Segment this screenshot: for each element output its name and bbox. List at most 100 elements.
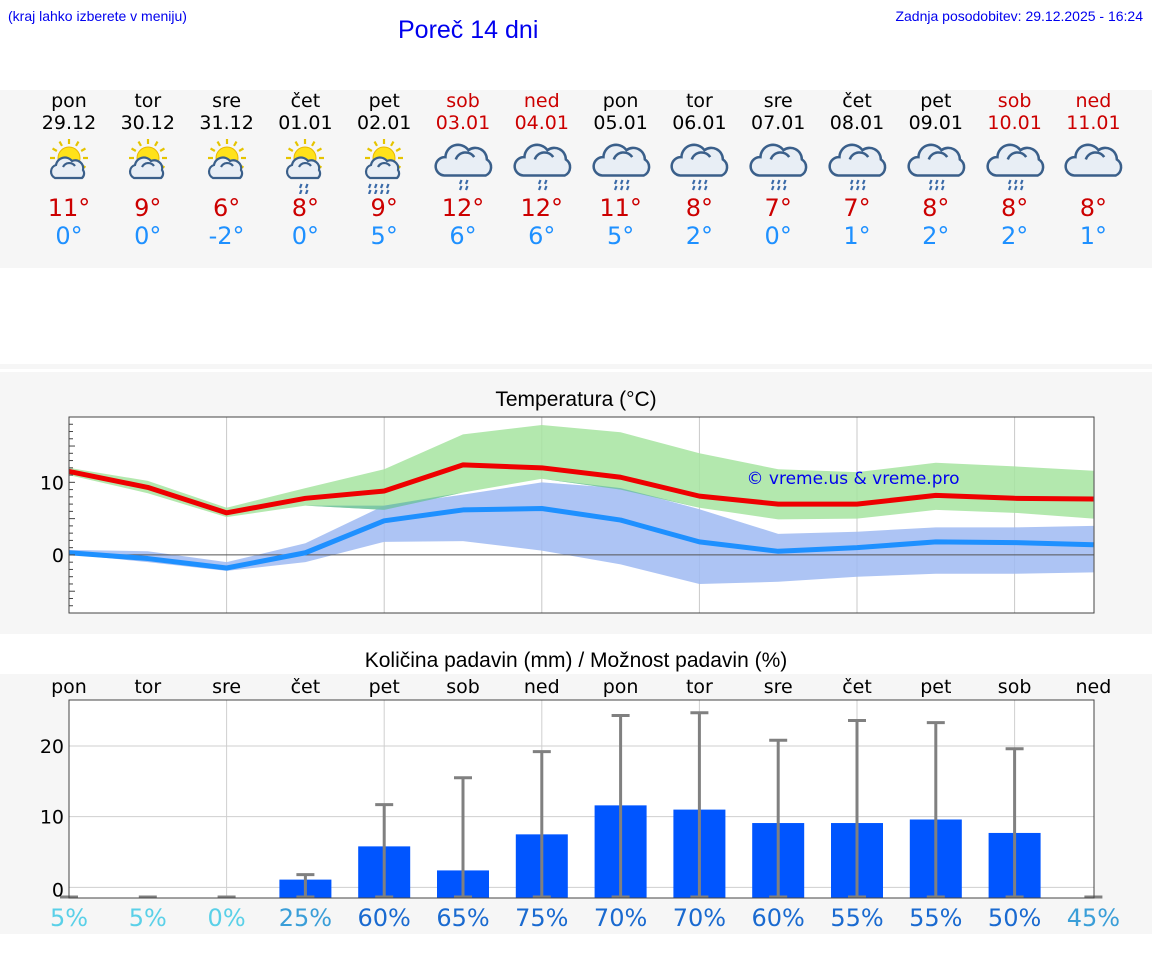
temp-max: 7° — [843, 194, 871, 222]
precip-probability: 70% — [594, 904, 647, 932]
cloud-rain-icon — [828, 143, 887, 191]
precip-error-bar — [454, 776, 472, 899]
day-column: sre 07.01 7° 0° — [738, 90, 818, 250]
day-column: čet 08.01 7° 1° — [817, 90, 897, 250]
temp-max: 8° — [922, 194, 950, 222]
temperature-chart-title: Temperatura (°C) — [495, 388, 657, 411]
temp-max: 8° — [1079, 194, 1108, 222]
precip-error-bar — [769, 738, 788, 899]
day-name: ned — [1075, 90, 1112, 112]
temp-min: 0° — [764, 222, 792, 250]
precip-probability: 5% — [129, 904, 167, 932]
day-name: sob — [997, 90, 1032, 112]
cloud-icon — [1064, 143, 1123, 177]
day-date: 07.01 — [750, 112, 806, 134]
day-name: pon — [602, 90, 639, 112]
x-category-label: sre — [764, 676, 793, 698]
y-tick-label: 0 — [52, 545, 64, 567]
cloud-light-rain-icon — [513, 143, 572, 191]
cloud-rain-icon — [670, 143, 729, 191]
sun-cloud-icon — [207, 139, 246, 180]
precip-error-bar — [532, 750, 551, 899]
x-category-label: ned — [524, 676, 560, 698]
temp-max: 6° — [212, 194, 241, 222]
day-date: 05.01 — [593, 112, 648, 134]
x-category-label: pet — [920, 676, 951, 698]
day-date: 29.12 — [41, 112, 97, 134]
day-date: 08.01 — [829, 112, 885, 134]
precip-probability: 60% — [752, 904, 805, 932]
page-title: Poreč 14 dni — [398, 16, 539, 44]
temp-max: 8° — [1000, 194, 1029, 222]
cloud-light-rain-icon — [434, 143, 493, 191]
temp-max: 9° — [134, 194, 162, 222]
x-category-label: sob — [998, 676, 1032, 698]
temperature-chart: 0 10 © vreme.us & vreme.pro — [40, 416, 1095, 614]
temp-max: 11° — [47, 194, 91, 222]
sun-cloud-icon — [49, 139, 88, 180]
day-column: sre 31.12 6° -2° — [187, 90, 267, 250]
day-date: 10.01 — [987, 112, 1042, 134]
menu-hint[interactable]: (kraj lahko izberete v meniju) — [8, 8, 187, 24]
day-date: 02.01 — [356, 112, 412, 134]
y-tick-label: 0 — [52, 879, 64, 901]
day-column: sob 03.01 12° 6° — [423, 90, 503, 250]
x-category-label: pon — [51, 676, 87, 698]
temp-min: 5° — [370, 222, 398, 250]
temperature-panel: Temperatura (°C) 0 10 © vreme.us & vreme.p… — [0, 372, 1152, 634]
day-date: 04.01 — [514, 112, 569, 134]
day-date: 11.01 — [1066, 112, 1121, 134]
watermark: © vreme.us & vreme.pro — [746, 469, 959, 489]
temp-max: 7° — [764, 194, 792, 222]
precipitation-panel: Količina padavin (mm) / Možnost padavin … — [0, 642, 1152, 934]
precip-probability: 45% — [1067, 904, 1120, 932]
x-category-label: sre — [212, 676, 241, 698]
temp-min: 6° — [449, 222, 477, 250]
precip-probability: 70% — [673, 904, 726, 932]
x-category-label: tor — [134, 676, 161, 698]
day-column: tor 30.12 9° 0° — [108, 90, 188, 250]
temp-max: 12° — [441, 194, 485, 222]
precip-error-bar — [848, 719, 866, 899]
day-name: pon — [51, 90, 87, 112]
day-date: 09.01 — [908, 112, 963, 134]
temp-max: 8° — [685, 194, 714, 222]
cloud-rain-icon — [749, 143, 808, 191]
x-category-label: tor — [686, 676, 713, 698]
day-date: 01.01 — [278, 112, 333, 134]
temp-min: 2° — [685, 222, 714, 250]
last-updated: Zadnja posodobitev: 29.12.2025 - 16:24 — [895, 8, 1143, 24]
day-name: čet — [842, 90, 872, 112]
precip-probability: 60% — [358, 904, 411, 932]
temp-max: 8° — [291, 194, 320, 222]
day-name: pet — [368, 90, 400, 112]
temp-min: 1° — [843, 222, 871, 250]
day-column: pet 09.01 8° 2° — [896, 90, 976, 250]
day-name: ned — [523, 90, 560, 112]
precip-probability: 0% — [208, 904, 246, 932]
precip-probability: 75% — [515, 904, 568, 932]
temp-min: 2° — [922, 222, 950, 250]
precip-probability: 25% — [279, 904, 332, 932]
precipitation-chart-title: Količina padavin (mm) / Možnost padavin … — [364, 649, 788, 672]
x-category-label: čet — [842, 676, 872, 698]
precip-probability: 55% — [909, 904, 962, 932]
temp-max: 12° — [520, 194, 564, 222]
y-tick-label: 10 — [40, 807, 64, 829]
precip-error-bar — [926, 721, 945, 899]
day-date: 06.01 — [672, 112, 727, 134]
sun-cloud-icon — [128, 139, 167, 180]
day-date: 30.12 — [120, 112, 175, 134]
precip-probability: 65% — [436, 904, 489, 932]
day-name: tor — [134, 90, 162, 112]
y-tick-label: 10 — [40, 472, 64, 494]
day-column: sob 10.01 8° 2° — [975, 90, 1055, 250]
x-category-label: pet — [369, 676, 400, 698]
day-name: pet — [920, 90, 952, 112]
forecast-strip: pon 29.12 11° 0° tor 30.12 9° 0° sre 31.12 6° -2° če… — [0, 90, 1152, 268]
day-name: čet — [290, 90, 321, 112]
day-column: tor 06.01 8° 2° — [659, 90, 739, 250]
temp-min: 6° — [528, 222, 556, 250]
day-name: sre — [763, 90, 793, 112]
day-column: čet 01.01 8° 0° — [265, 90, 345, 250]
